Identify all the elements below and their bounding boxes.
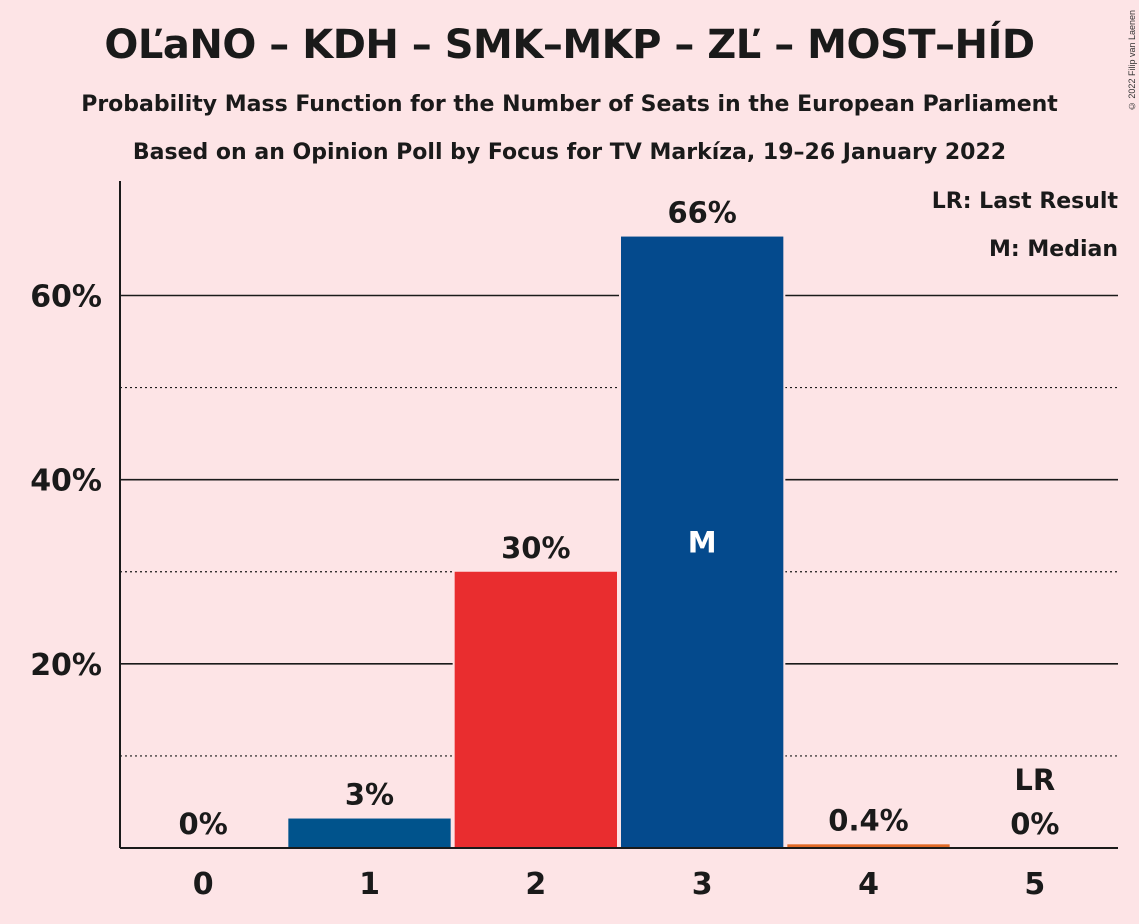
x-tick-label: 0: [193, 867, 214, 902]
value-label-1: 3%: [345, 778, 394, 812]
bar-4: [787, 844, 950, 848]
bar-2: [454, 571, 617, 848]
x-tick-label: 5: [1024, 867, 1045, 902]
value-label-0: 0%: [179, 807, 228, 841]
legend: LR: Last Result M: Median: [932, 189, 1119, 262]
y-tick-label: 60%: [30, 280, 102, 315]
bar-1: [288, 818, 451, 848]
x-tick-label: 3: [692, 867, 713, 902]
legend-entry: M: Median: [989, 237, 1118, 262]
value-label-2: 30%: [501, 531, 570, 565]
value-label-4: 0.4%: [828, 803, 908, 837]
y-tick-label: 40%: [30, 464, 102, 499]
x-tick-label: 1: [359, 867, 380, 902]
chart-subtitle-source: Based on an Opinion Poll by Focus for TV…: [132, 140, 1007, 165]
value-label-5: 0%: [1010, 807, 1059, 841]
chart-subtitle: Probability Mass Function for the Number…: [81, 92, 1058, 117]
axes: 20% 40% 60% 0 1 2 3 4 5: [30, 181, 1118, 902]
median-marker: M: [688, 525, 717, 559]
data-labels: 0% 3% 30% 66% M 0.4% 0% LR: [179, 196, 1060, 841]
bar-3: [621, 236, 784, 849]
y-tick-label: 20%: [30, 648, 102, 683]
bars: [286, 234, 952, 849]
value-label-3: 66%: [667, 196, 736, 230]
legend-entry: LR: Last Result: [932, 189, 1119, 214]
x-tick-label: 4: [858, 867, 879, 902]
x-tick-label: 2: [525, 867, 546, 902]
chart-title: OĽaNO – KDH – SMK–MKP – ZĽ – MOST–HÍD: [104, 22, 1035, 68]
last-result-marker: LR: [1014, 763, 1055, 797]
